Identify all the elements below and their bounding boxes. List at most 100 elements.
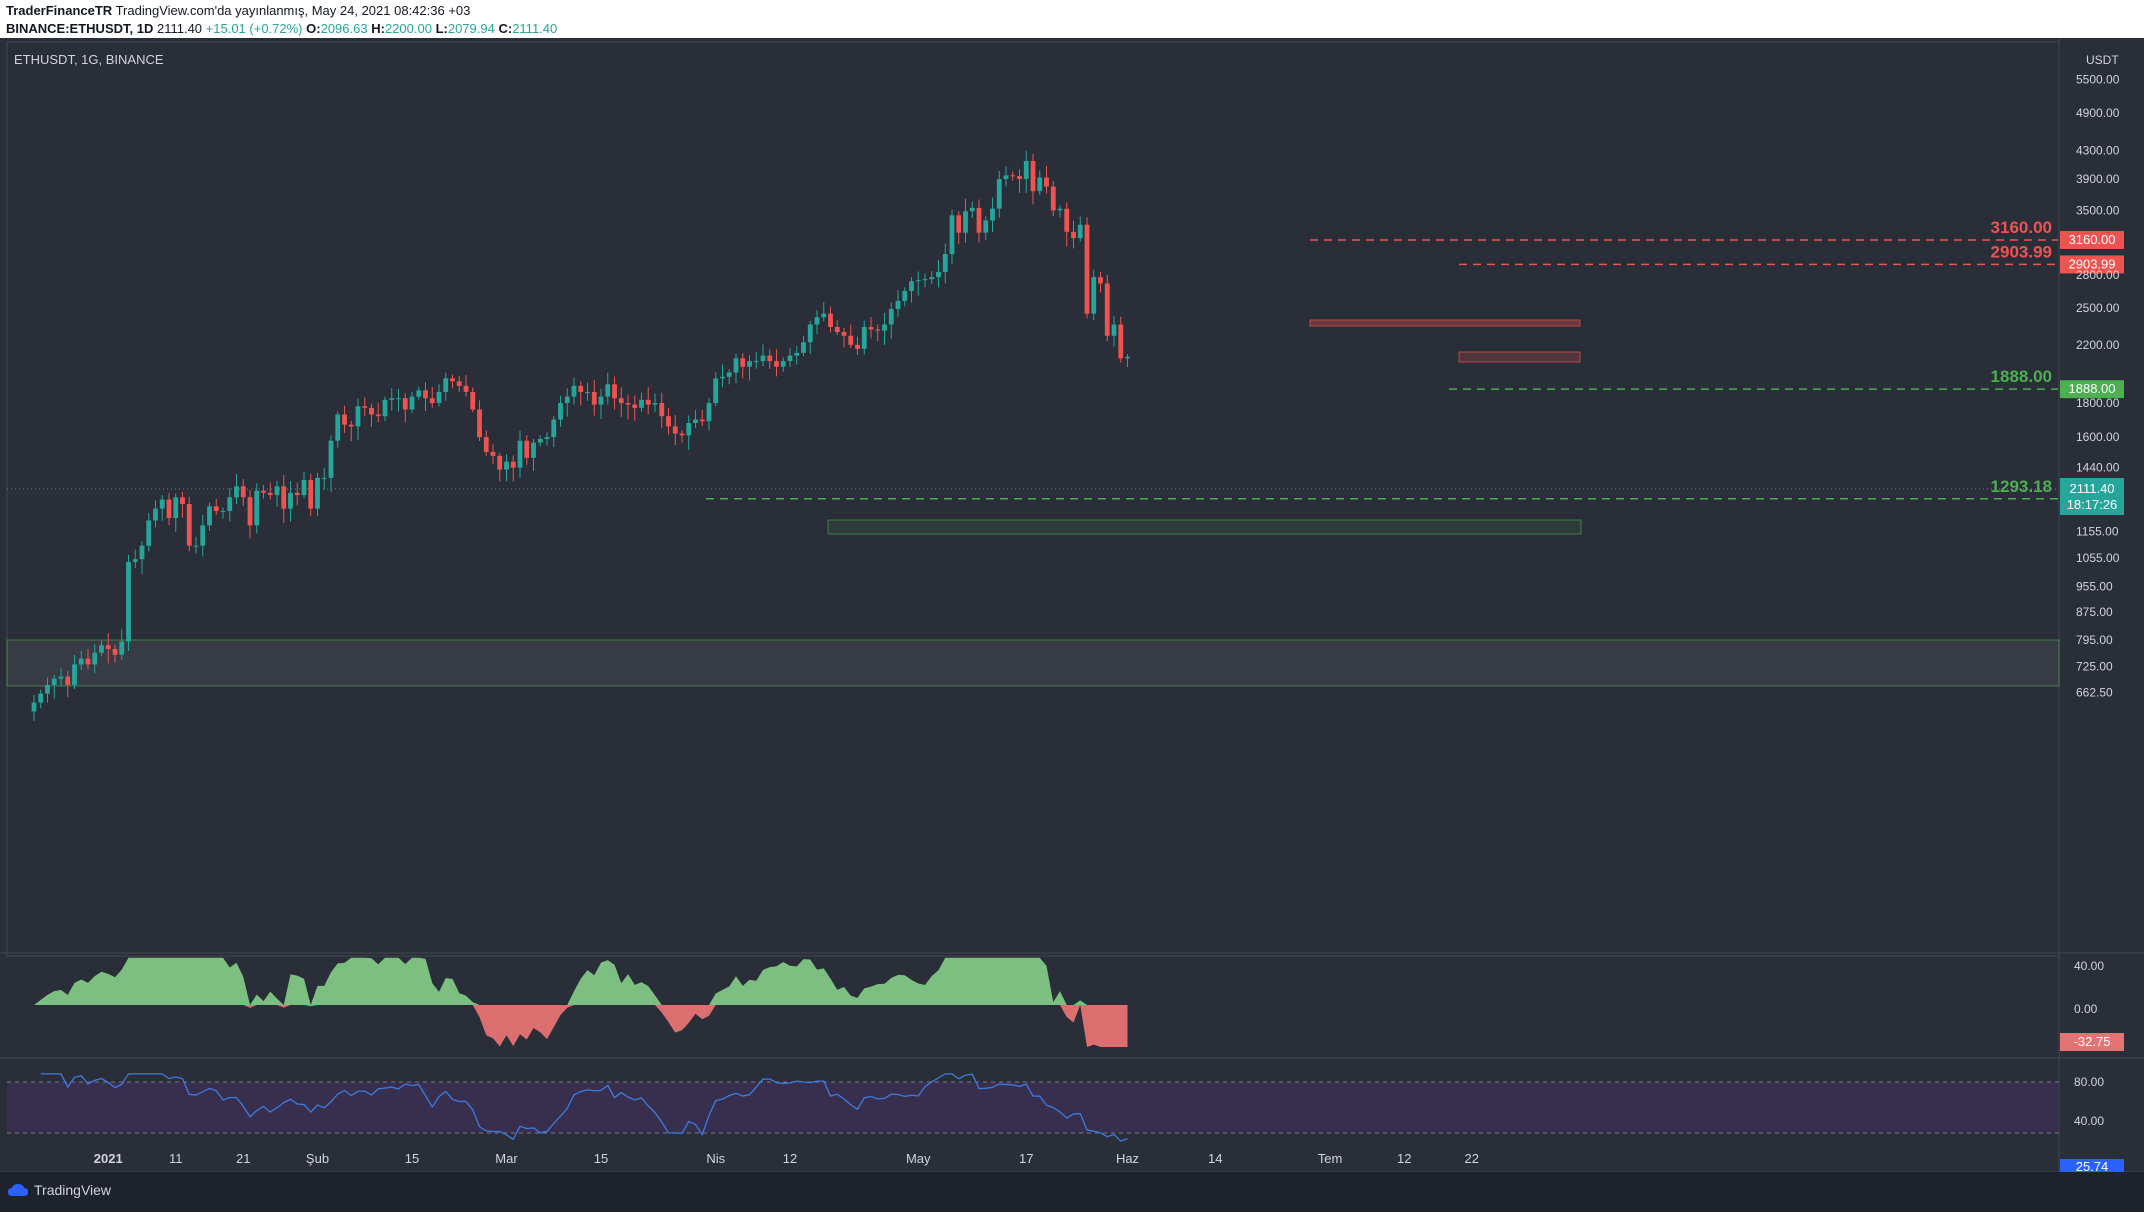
- candle-body: [234, 486, 239, 498]
- time-tick-label: Nis: [706, 1151, 725, 1166]
- candle-body: [99, 645, 104, 653]
- price-tick-label: 5500.00: [2076, 72, 2120, 86]
- candle-body: [288, 492, 293, 509]
- candle-body: [470, 391, 476, 410]
- close-label: C:: [498, 21, 513, 36]
- candle-body: [706, 403, 712, 422]
- candle-body: [733, 358, 739, 373]
- price-tick-label: 1600.00: [2076, 430, 2120, 444]
- candle-body: [868, 326, 874, 330]
- candle-body: [591, 391, 597, 405]
- price-tick-label: 4900.00: [2076, 106, 2120, 120]
- candle-body: [841, 331, 847, 336]
- published-text: TradingView.com'da yayınlanmış, May 24, …: [115, 3, 471, 18]
- last-price-badge-value: 2111.40: [2069, 481, 2114, 496]
- candle-body: [450, 378, 455, 382]
- candle-body: [227, 497, 233, 511]
- candle-body: [531, 442, 536, 458]
- osc-tick-label: 0.00: [2074, 1002, 2098, 1016]
- candle-body: [558, 403, 563, 420]
- candle-body: [679, 433, 685, 436]
- candle-body: [1057, 208, 1063, 211]
- candle-body: [1125, 356, 1130, 359]
- chart-area[interactable]: ETHUSDT, 1G, BINANCE USDT 3160.00 3160.00…: [0, 38, 2144, 1176]
- time-tick-label: 17: [1019, 1151, 1033, 1166]
- candle-body: [132, 559, 138, 562]
- candle-body: [929, 277, 935, 280]
- candle-body: [173, 497, 179, 519]
- osc-tick-label: 40.00: [2074, 959, 2104, 973]
- price-tick-label: 875.00: [2076, 605, 2113, 619]
- oscillator-negative-area: [34, 1005, 1128, 1047]
- candle-body: [814, 317, 820, 325]
- author-name[interactable]: TraderFinanceTR: [6, 3, 113, 18]
- candle-body: [915, 280, 921, 282]
- high-label: H:: [371, 21, 385, 36]
- publish-info: TraderFinanceTR TradingView.com'da yayın…: [6, 3, 470, 18]
- candle-body: [254, 490, 260, 526]
- candle-body: [1010, 175, 1016, 177]
- candle-body: [969, 207, 975, 212]
- candle-body: [618, 398, 624, 403]
- rsi-badge-value: 25.74: [2076, 1159, 2109, 1172]
- candle-body: [996, 179, 1002, 209]
- candle-body: [780, 361, 786, 367]
- candle-body: [207, 506, 212, 526]
- candle-body: [537, 438, 543, 443]
- candle-body: [1071, 231, 1076, 239]
- time-tick-label: 12: [783, 1151, 797, 1166]
- ohlc-legend: BINANCE:ETHUSDT, 1D 2111.40 +15.01 (+0.7…: [6, 21, 557, 36]
- candle-body: [240, 486, 246, 498]
- candle-body: [672, 426, 678, 434]
- candle-body: [821, 313, 827, 318]
- rsi-badge: [2060, 1159, 2124, 1176]
- candle-body: [456, 381, 462, 386]
- candle-body: [65, 676, 71, 686]
- chart-canvas[interactable]: ETHUSDT, 1G, BINANCE USDT 3160.003160.00…: [0, 38, 2144, 1176]
- resistance-zone-3160: [1309, 319, 1581, 327]
- resistance-zone-2903: [1458, 351, 1581, 363]
- candle-body: [720, 376, 725, 379]
- price-tick-label: 2200.00: [2076, 338, 2120, 352]
- countdown-value: 18:17:26: [2067, 497, 2118, 512]
- candle-body: [585, 391, 590, 393]
- candle-body: [747, 361, 752, 367]
- price-axis[interactable]: 5500.00 4900.00 4300.00 3900.00 3500.00 2800.…: [2076, 72, 2120, 699]
- candle-body: [942, 254, 948, 272]
- candle-body: [1017, 176, 1022, 179]
- tradingview-logo[interactable]: TradingView: [8, 1182, 111, 1198]
- candle-body: [1077, 224, 1083, 239]
- time-tick-label: Şub: [306, 1151, 329, 1166]
- candle-body: [38, 693, 44, 703]
- price-tick-label: 3500.00: [2076, 203, 2120, 217]
- candle-body: [888, 308, 894, 325]
- level-label: 1888.00: [1991, 367, 2052, 386]
- candle-body: [652, 403, 658, 405]
- candle-body: [551, 419, 557, 438]
- candle-body: [200, 525, 206, 546]
- candle-body: [895, 300, 901, 309]
- low-label: L:: [435, 21, 448, 36]
- time-axis[interactable]: 2021 11 21 Şub 15 Mar 15 Nis 12 May 17 Haz 14 Tem 12 22: [94, 1151, 1479, 1166]
- candle-body: [699, 419, 705, 422]
- price-tick-label: 1440.00: [2076, 461, 2120, 475]
- candle-body: [1003, 175, 1009, 179]
- candle-body: [1111, 324, 1117, 336]
- level-label: 1293.18: [1991, 477, 2052, 496]
- candle-body: [274, 486, 280, 496]
- candle-body: [504, 461, 509, 470]
- support-zone-1888: [827, 519, 1582, 535]
- candles-group: [31, 150, 1130, 721]
- candle-body: [294, 492, 300, 496]
- candle-body: [348, 424, 354, 427]
- candle-body: [807, 324, 813, 343]
- candle-body: [321, 477, 327, 479]
- candle-body: [517, 440, 523, 468]
- candle-body: [1030, 160, 1036, 192]
- candle-body: [342, 414, 347, 425]
- oscillator-badge: [2060, 1033, 2124, 1051]
- time-tick-label: 21: [236, 1151, 250, 1166]
- level-label: 3160.00: [1991, 218, 2052, 237]
- currency-label: USDT: [2086, 53, 2119, 67]
- support-zone-lower: [6, 639, 2060, 687]
